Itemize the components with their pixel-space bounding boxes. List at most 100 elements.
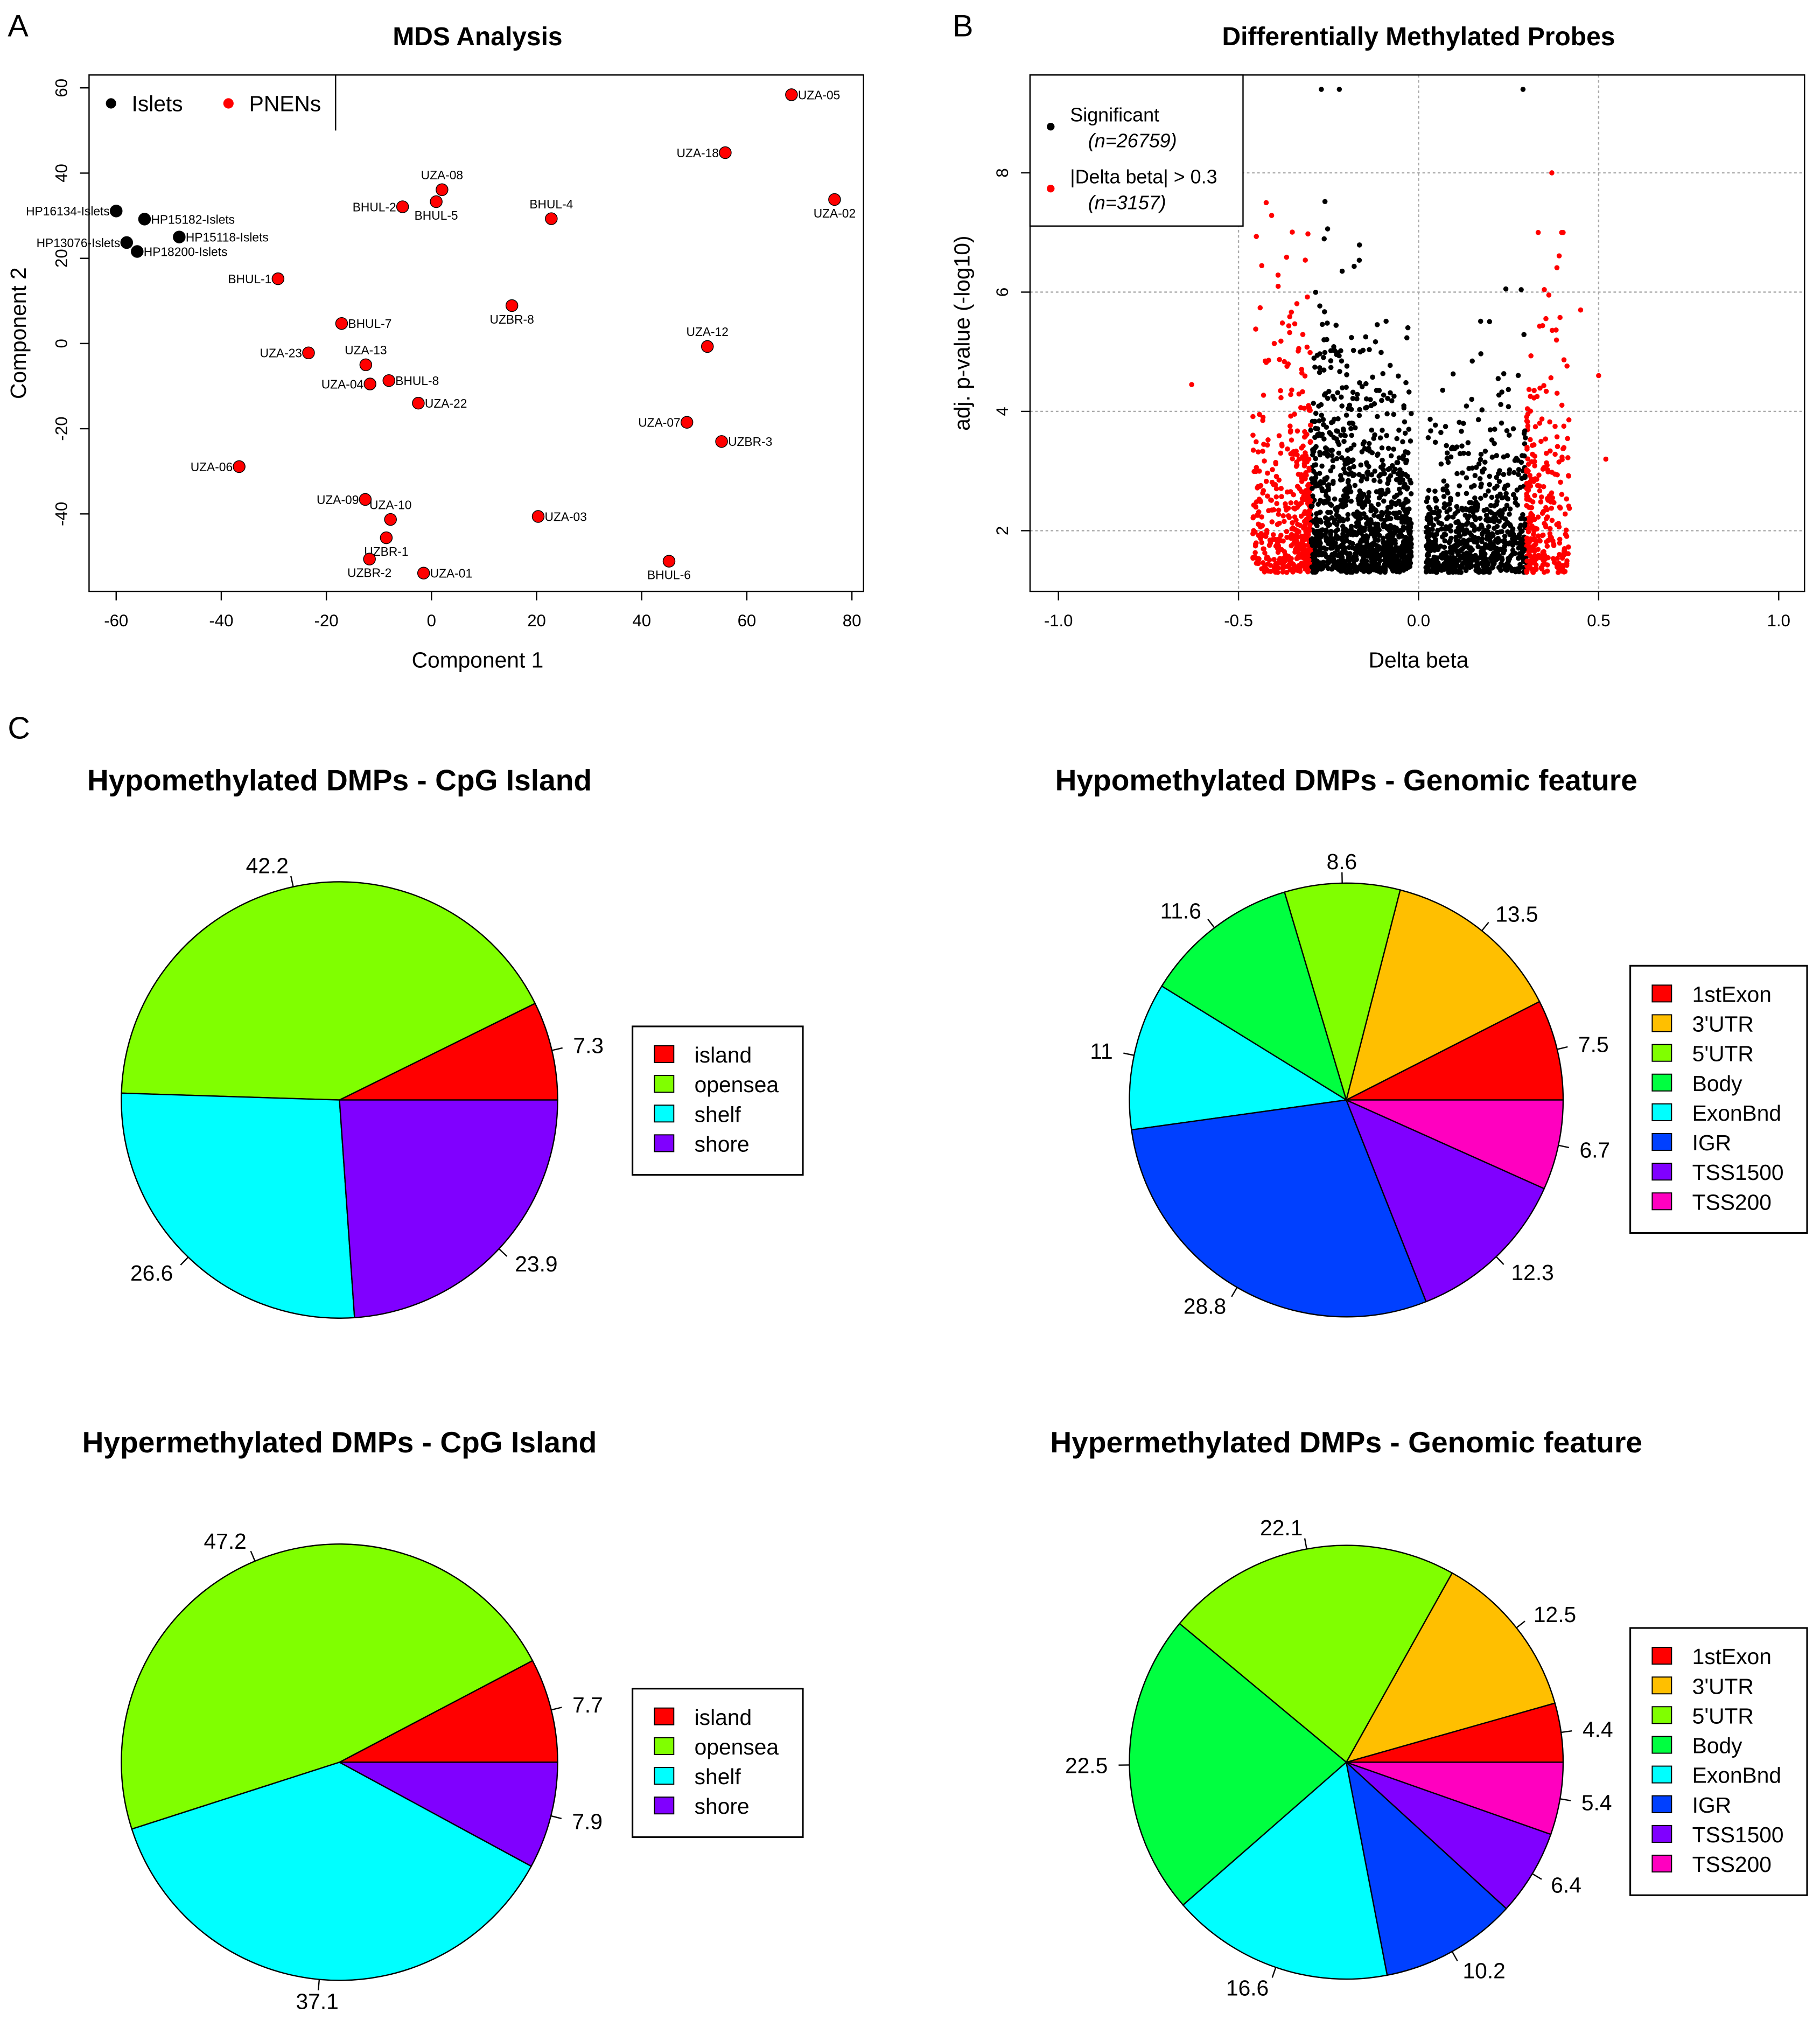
data-point bbox=[1472, 495, 1478, 501]
data-point bbox=[1364, 476, 1370, 482]
data-point bbox=[1478, 457, 1483, 463]
data-point bbox=[1327, 541, 1333, 547]
data-point bbox=[1495, 549, 1501, 554]
data-point bbox=[1544, 450, 1549, 456]
data-point bbox=[1343, 385, 1349, 390]
data-point bbox=[505, 299, 519, 312]
legend-marker-significant bbox=[1047, 122, 1055, 131]
data-point bbox=[1260, 449, 1265, 454]
data-point bbox=[1511, 539, 1517, 544]
slice-label-tick bbox=[551, 1047, 563, 1051]
data-point bbox=[1337, 369, 1342, 374]
data-point bbox=[1526, 387, 1532, 393]
data-point bbox=[1273, 486, 1279, 492]
data-point bbox=[1320, 550, 1326, 556]
data-point bbox=[1529, 560, 1535, 566]
data-point bbox=[1270, 532, 1276, 537]
chart-title: Hypermethylated DMPs - Genomic feature bbox=[1050, 1425, 1642, 1459]
data-point bbox=[1250, 432, 1256, 438]
data-point bbox=[1311, 355, 1317, 361]
data-point bbox=[1538, 565, 1544, 571]
data-point bbox=[1393, 511, 1399, 516]
data-point bbox=[1391, 393, 1397, 399]
data-point bbox=[1341, 438, 1347, 444]
data-point bbox=[1315, 426, 1320, 431]
data-point bbox=[1402, 430, 1408, 436]
data-point bbox=[1528, 437, 1533, 443]
point-label: HP13076-Islets bbox=[37, 236, 121, 250]
data-point bbox=[1457, 483, 1462, 488]
data-point bbox=[1377, 435, 1383, 441]
data-point bbox=[1296, 456, 1302, 462]
data-point bbox=[1536, 472, 1542, 478]
data-point bbox=[1578, 307, 1584, 313]
data-point bbox=[1499, 555, 1504, 561]
data-point bbox=[1280, 513, 1286, 519]
data-point bbox=[1344, 364, 1350, 369]
pie-slice-tss200 bbox=[1346, 1099, 1564, 1190]
data-point bbox=[1461, 560, 1467, 566]
data-point bbox=[1505, 529, 1510, 535]
data-point bbox=[1293, 518, 1299, 523]
data-point bbox=[271, 272, 285, 285]
data-point bbox=[1479, 481, 1484, 487]
data-point bbox=[1299, 546, 1305, 551]
data-point bbox=[1405, 325, 1411, 331]
data-point bbox=[1456, 541, 1462, 547]
data-point bbox=[1398, 502, 1404, 507]
data-point bbox=[1444, 443, 1449, 449]
data-point bbox=[1407, 478, 1413, 483]
data-point bbox=[1294, 484, 1300, 490]
data-point bbox=[1537, 488, 1543, 494]
data-point bbox=[1545, 555, 1551, 561]
data-point bbox=[1330, 464, 1336, 470]
data-point bbox=[1509, 551, 1515, 557]
point-label: UZA-08 bbox=[421, 168, 463, 182]
slice-label-tick bbox=[317, 1979, 320, 1991]
data-point bbox=[1326, 389, 1332, 394]
data-point bbox=[1289, 532, 1294, 537]
data-point bbox=[1379, 546, 1384, 551]
data-point bbox=[1363, 498, 1369, 504]
legend-marker-delta bbox=[1047, 185, 1055, 193]
data-point bbox=[1339, 477, 1345, 483]
data-point bbox=[1329, 448, 1335, 453]
data-point bbox=[1345, 512, 1351, 518]
data-point bbox=[1512, 567, 1517, 572]
data-point bbox=[1528, 353, 1534, 359]
legend-label: 5'UTR bbox=[1692, 1703, 1754, 1728]
data-point bbox=[1437, 509, 1442, 514]
legend-swatch bbox=[1651, 1192, 1672, 1211]
data-point bbox=[1492, 441, 1497, 446]
data-point bbox=[1379, 397, 1384, 403]
data-point bbox=[1350, 389, 1356, 395]
data-point bbox=[1312, 418, 1318, 424]
data-point bbox=[1359, 495, 1364, 501]
data-point bbox=[1495, 376, 1501, 381]
data-point bbox=[1466, 451, 1471, 457]
data-point bbox=[1317, 369, 1322, 375]
data-point bbox=[1343, 498, 1349, 504]
data-point bbox=[1403, 558, 1408, 564]
data-point bbox=[1321, 309, 1327, 314]
data-point bbox=[1483, 513, 1489, 518]
data-point bbox=[1260, 560, 1266, 565]
data-point bbox=[1403, 472, 1408, 478]
data-point bbox=[1443, 532, 1448, 537]
data-point bbox=[1288, 413, 1293, 419]
y-tick-label: 40 bbox=[52, 164, 71, 183]
data-point bbox=[1356, 257, 1362, 263]
plot-frame bbox=[1029, 74, 1805, 592]
data-point bbox=[1346, 478, 1351, 484]
x-tick-label: 0 bbox=[427, 611, 436, 630]
data-point bbox=[1372, 469, 1378, 474]
y-tick-label: 8 bbox=[993, 168, 1012, 177]
data-point bbox=[1366, 518, 1371, 523]
data-point bbox=[1450, 371, 1456, 377]
slice-label-tick bbox=[180, 1256, 189, 1266]
data-point bbox=[1373, 508, 1379, 514]
data-point bbox=[1390, 463, 1395, 469]
data-point bbox=[1379, 445, 1385, 451]
point-label: BHUL-8 bbox=[395, 374, 439, 388]
legend-label: TSS200 bbox=[1692, 1852, 1772, 1877]
